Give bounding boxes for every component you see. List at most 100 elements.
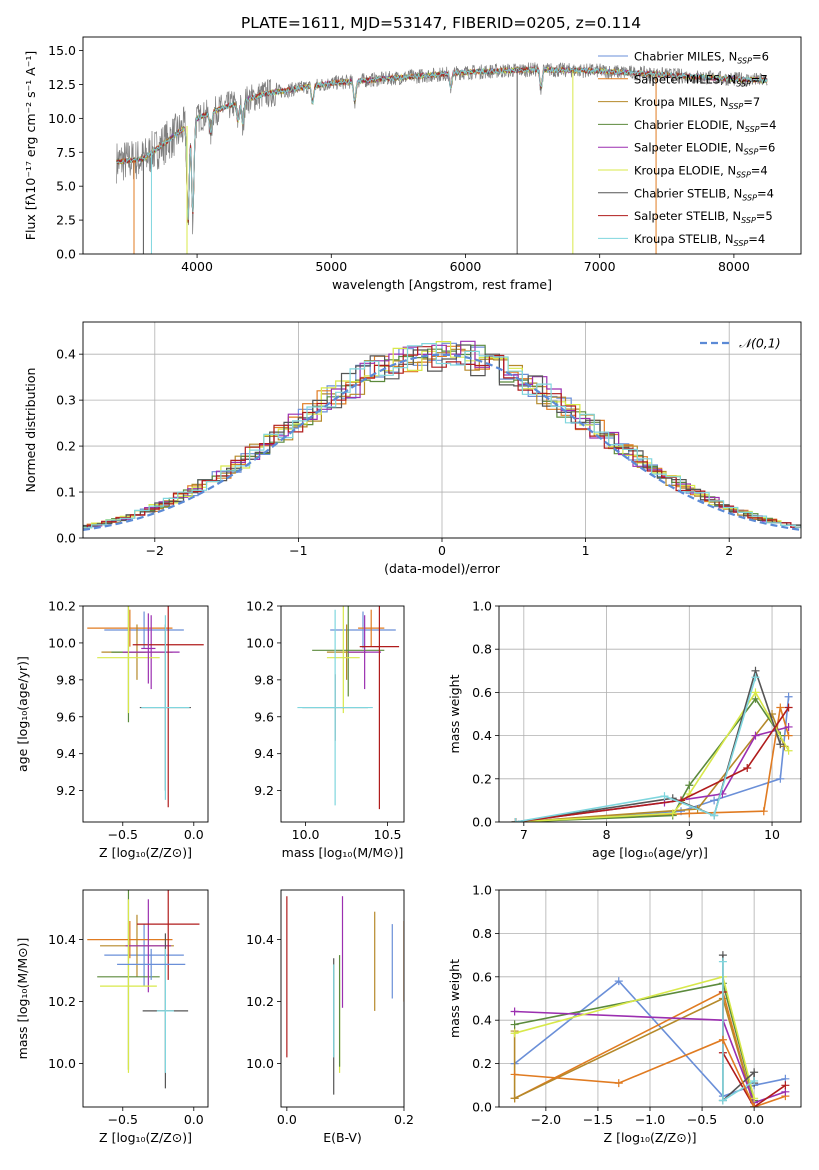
mass-weight-line [515,726,789,822]
x-tick-label: 9 [685,827,693,842]
x-tick-label: 0.0 [184,827,204,842]
legend-label: Kroupa MILES, NSSP=7 [634,95,760,111]
x-tick-label: 7 [520,827,528,842]
axes-frame [498,889,802,1108]
y-tick-label: 9.8 [56,672,76,687]
x-axis-label: age [log₁₀(age/yr)] [592,845,708,860]
x-axis-label: Z [log₁₀(Z/Z⊙)] [604,1130,697,1145]
y-tick-label: 9.6 [254,709,274,724]
legend-label: 𝒩(0,1) [739,336,781,351]
x-tick-label: 5000 [315,259,347,274]
y-tick-label: 12.5 [48,77,76,92]
plot-area [510,951,790,1107]
mass-weight-point [784,722,793,731]
legend-label: Salpeter STELIB, NSSP=5 [634,209,773,225]
y-tick-label: 0.0 [472,1100,492,1115]
x-axis-label: mass [log₁₀(M/M⊙)] [282,845,404,860]
x-tick-label: −0.5 [108,827,138,842]
gaussian-reference-curve [83,353,801,531]
y-tick-label: 9.8 [254,672,274,687]
age-vs-mass-panel: 10.0 10.5 9.2 9.4 9.6 9.8 10.0 10.2 mass [log₁₀(… [246,599,405,860]
y-axis-label: mass weight [447,959,462,1038]
y-tick-label: 0.2 [56,439,76,454]
mass-weight-point [776,774,785,783]
plot-area [286,896,404,1095]
mass-weight-point [718,1035,727,1044]
weight-vs-age-panel: 7 8 9 10 0.0 0.2 0.4 0.6 0.8 1.0 age [log₁₀(age/yr… [447,599,802,860]
mass-weight-line [515,696,790,822]
y-tick-label: 10.2 [246,994,274,1009]
y-tick-label: 10.0 [48,635,76,650]
mass-weight-line [513,997,755,1107]
x-tick-label: −1.5 [583,1112,613,1127]
x-tick-label: −2.0 [531,1112,561,1127]
y-tick-label: 0.4 [56,347,76,362]
mass-weight-point [685,781,694,790]
x-tick-label: 10 [764,827,780,842]
x-tick-label: −1.0 [635,1112,665,1127]
y-tick-label: 0.0 [56,531,76,546]
mass-weight-line [515,677,757,822]
y-tick-label: 10.4 [48,932,76,947]
y-tick-label: 10.2 [246,599,274,614]
mass-weight-line [514,1038,755,1107]
y-tick-label: 0.6 [472,685,492,700]
axes-frame [498,605,802,823]
mass-weight-point [750,1094,759,1103]
mass-vs-metallicity-panel: −0.5 0.0 10.0 10.2 10.4 Z [log₁₀(Z/Z⊙)] mass [… [15,889,209,1145]
mass-weight-point [510,1070,519,1079]
age-vs-metallicity-panel: −0.5 0.0 9.2 9.4 9.6 9.8 10.0 10.2 Z [log₁₀(Z/Z⊙… [15,599,209,860]
y-tick-label: 15.0 [48,43,76,58]
x-tick-label: 0.0 [277,1112,297,1127]
plot-area [87,890,200,1089]
x-tick-label: 0.0 [184,1112,204,1127]
axes-frame [82,321,802,539]
mass-weight-point [510,1020,519,1029]
mass-vs-ebv-panel: 0.0 0.2 10.0 10.2 10.4 E(B-V) [246,889,414,1145]
y-tick-label: 10.0 [246,1056,274,1071]
x-tick-label: 8 [603,827,611,842]
x-tick-label: −2 [146,543,164,558]
mass-weight-line [515,707,790,822]
mass-weight-point [614,1079,623,1088]
mass-weight-point [784,703,793,712]
mass-weight-point [776,703,785,712]
mass-weight-point [776,740,785,749]
mass-weight-point [743,764,752,772]
axes-frame [280,605,405,823]
y-tick-label: 10.0 [48,111,76,126]
y-tick-label: 10.2 [48,994,76,1009]
y-tick-label: 10.2 [48,599,76,614]
axes-frame [82,36,802,255]
mass-weight-point [751,688,760,697]
mass-weight-point [510,1029,519,1038]
mass-weight-line [514,990,786,1107]
plot-area [511,666,793,822]
plot-area [83,340,801,531]
x-tick-label: 2 [725,543,733,558]
axes-frame [280,889,405,1108]
mass-weight-point [750,1068,759,1077]
legend-label: Salpeter ELODIE, NSSP=6 [634,141,775,157]
mass-weight-point [718,957,727,966]
weight-vs-metallicity-panel: −2.0 −1.5 −1.0 −0.5 0.0 0.0 0.2 0.4 0.6 0.8 1.0 Z [… [447,883,802,1145]
spectrum-panel: 4000 5000 6000 7000 8000 0.0 2.5 5.0 7.5 10.0 12.5… [23,36,802,292]
y-tick-label: 5.0 [56,179,76,194]
y-tick-label: 0.0 [56,247,76,262]
x-tick-label: 0 [438,543,446,558]
x-tick-label: 10.5 [374,827,402,842]
y-axis-label: age [log₁₀(age/yr)] [15,656,30,772]
plot-area [116,62,768,254]
x-tick-label: 0.0 [744,1112,764,1127]
axes-frame [82,605,209,823]
mass-weight-point [510,1094,519,1103]
y-tick-label: 10.4 [246,932,274,947]
residual-histogram [83,346,801,530]
plot-area [297,606,400,810]
mass-weight-point [750,1076,759,1085]
mass-weight-point [751,731,760,740]
y-tick-label: 0.8 [472,642,492,657]
legend-label: Chabrier MILES, NSSP=6 [634,50,769,66]
residual-histogram [83,348,801,529]
